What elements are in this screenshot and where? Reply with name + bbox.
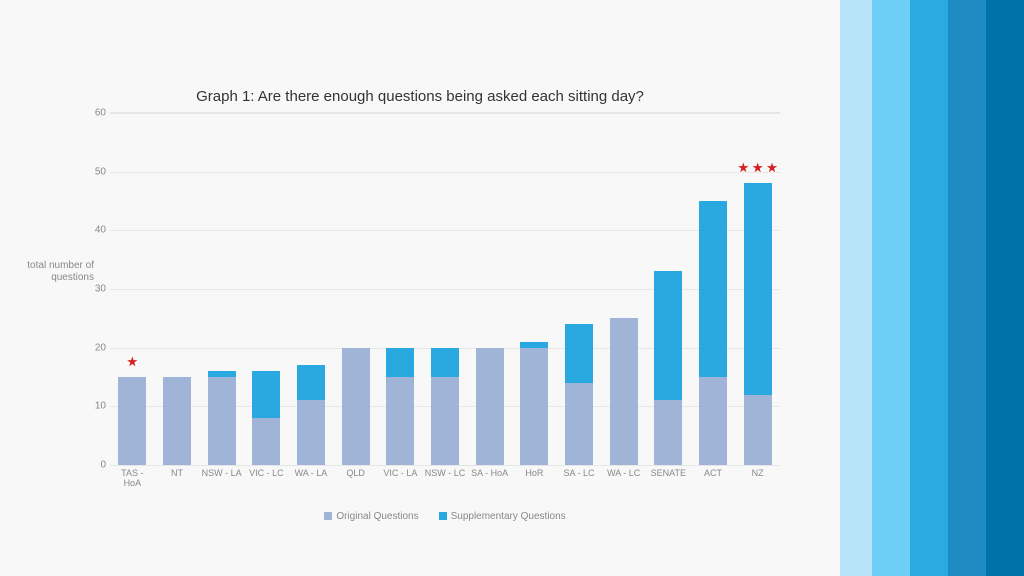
bar-segment (744, 395, 772, 465)
side-stripe (872, 0, 910, 576)
bar-stack (654, 271, 682, 465)
x-tick-label: VIC - LA (383, 469, 417, 479)
bar-segment (118, 377, 146, 465)
bar-slot: NZ★★★ (735, 113, 780, 465)
bar-segment (699, 201, 727, 377)
side-stripe (948, 0, 986, 576)
bar-slot: ACT (691, 113, 736, 465)
y-tick-label: 20 (82, 342, 106, 353)
side-stripe (910, 0, 948, 576)
legend-label: Original Questions (336, 511, 418, 522)
bar-stack (476, 348, 504, 465)
bar-stack (297, 365, 325, 465)
bar-stack (252, 371, 280, 465)
y-tick-label: 0 (82, 460, 106, 471)
y-tick-label: 40 (82, 225, 106, 236)
side-stripe (986, 0, 1024, 576)
bar-stack (386, 348, 414, 465)
x-tick-label: NZ (752, 469, 764, 479)
bar-slot: QLD (333, 113, 378, 465)
bar-segment (565, 324, 593, 383)
x-tick-label: NSW - LA (202, 469, 242, 479)
legend: Original Questions Supplementary Question… (110, 511, 780, 522)
bar-segment (744, 183, 772, 394)
star-icon: ★ (765, 160, 779, 177)
x-tick-label: NT (171, 469, 183, 479)
star-icon: ★ (750, 160, 764, 177)
bar-segment (208, 377, 236, 465)
bar-slot: NSW - LC (423, 113, 468, 465)
bar-slot: WA - LA (289, 113, 334, 465)
bar-stack (699, 201, 727, 465)
x-tick-label: WA - LA (295, 469, 328, 479)
bar-segment (163, 377, 191, 465)
x-tick-label: SA - HoA (471, 469, 508, 479)
y-tick-label: 30 (82, 284, 106, 295)
star-annotation: ★ (125, 355, 139, 371)
bar-slot: VIC - LA (378, 113, 423, 465)
bar-stack (431, 348, 459, 465)
bar-segment (252, 371, 280, 418)
star-icon: ★ (125, 354, 139, 371)
legend-item: Supplementary Questions (439, 511, 566, 522)
bar-segment (431, 348, 459, 377)
x-tick-label: SA - LC (563, 469, 594, 479)
x-tick-label: VIC - LC (249, 469, 284, 479)
bar-segment (654, 271, 682, 400)
bar-slot: SENATE (646, 113, 691, 465)
bar-slot: SA - LC (557, 113, 602, 465)
legend-item: Original Questions (324, 511, 418, 522)
plot-area: 0102030405060TAS - HoA★NTNSW - LAVIC - L… (110, 112, 780, 465)
bar-slot: HoR (512, 113, 557, 465)
x-tick-label: SENATE (651, 469, 686, 479)
bar-stack (565, 324, 593, 465)
x-tick-label: NSW - LC (425, 469, 466, 479)
y-tick-label: 60 (82, 108, 106, 119)
legend-label: Supplementary Questions (451, 511, 566, 522)
bar-stack (520, 342, 548, 465)
bar-stack (610, 318, 638, 465)
legend-swatch (439, 512, 447, 520)
bar-segment (252, 418, 280, 465)
bar-segment (476, 348, 504, 465)
chart-container: Graph 1: Are there enough questions bein… (0, 0, 840, 576)
bar-slot: NSW - LA (199, 113, 244, 465)
bar-stack (342, 348, 370, 465)
bar-segment (386, 377, 414, 465)
bar-segment (610, 318, 638, 465)
y-tick-label: 50 (82, 166, 106, 177)
bar-stack (744, 183, 772, 465)
bar-slot: SA - HoA (467, 113, 512, 465)
x-tick-label: TAS - HoA (121, 469, 143, 489)
bar-stack (163, 377, 191, 465)
bar-stack (118, 377, 146, 465)
bar-segment (297, 400, 325, 465)
legend-swatch (324, 512, 332, 520)
star-annotation: ★★★ (736, 161, 779, 177)
bar-segment (386, 348, 414, 377)
bar-segment (297, 365, 325, 400)
bar-segment (520, 348, 548, 465)
bar-slot: NT (155, 113, 200, 465)
x-tick-label: WA - LC (607, 469, 640, 479)
y-axis-label: total number of questions (14, 260, 94, 284)
bar-segment (654, 400, 682, 465)
x-tick-label: ACT (704, 469, 722, 479)
grid-line (110, 465, 780, 466)
bar-segment (565, 383, 593, 465)
bar-segment (342, 348, 370, 465)
bar-stack (208, 371, 236, 465)
y-tick-label: 10 (82, 401, 106, 412)
page: Graph 1: Are there enough questions bein… (0, 0, 1024, 576)
side-stripes (834, 0, 1024, 576)
chart-title: Graph 1: Are there enough questions bein… (0, 88, 840, 105)
x-tick-label: HoR (525, 469, 543, 479)
bar-slot: TAS - HoA★ (110, 113, 155, 465)
bar-slot: VIC - LC (244, 113, 289, 465)
bar-segment (431, 377, 459, 465)
star-icon: ★ (736, 160, 750, 177)
bar-segment (699, 377, 727, 465)
x-tick-label: QLD (346, 469, 365, 479)
bar-slot: WA - LC (601, 113, 646, 465)
